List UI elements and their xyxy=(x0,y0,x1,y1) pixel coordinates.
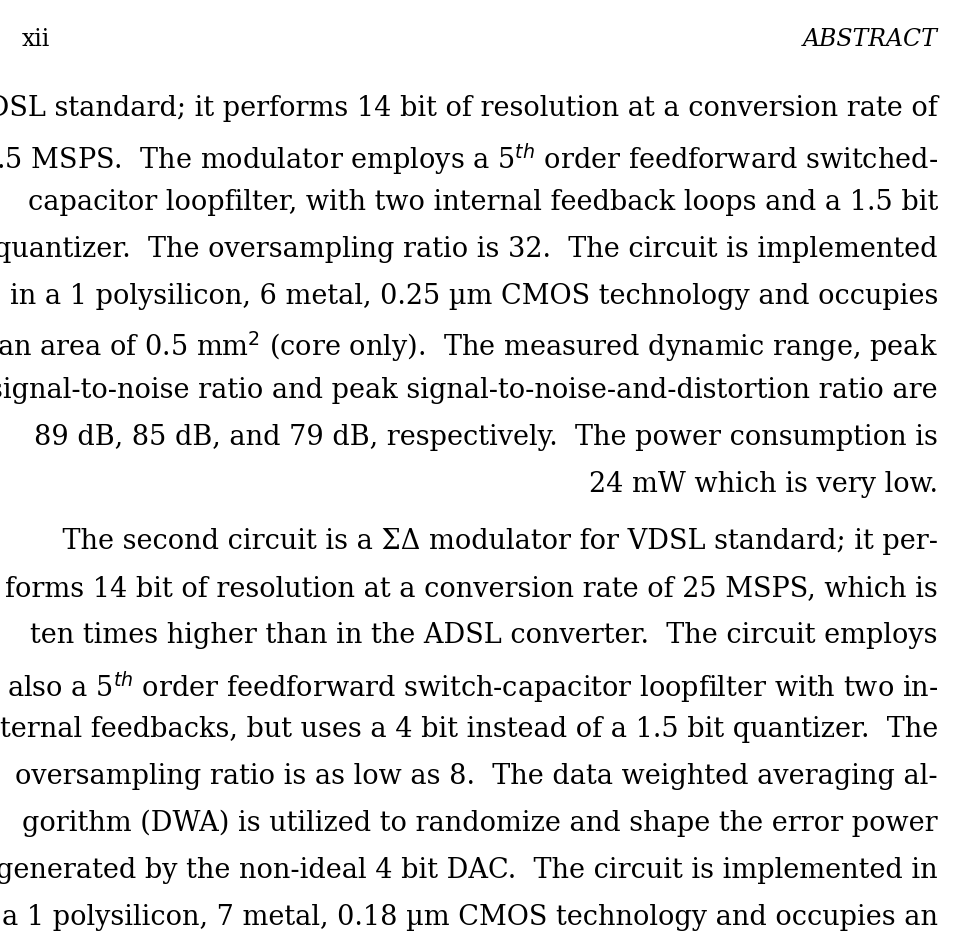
Text: ternal feedbacks, but uses a 4 bit instead of a 1.5 bit quantizer.  The: ternal feedbacks, but uses a 4 bit inste… xyxy=(0,716,938,743)
Text: a 1 polysilicon, 7 metal, 0.18 µm CMOS technology and occupies an: a 1 polysilicon, 7 metal, 0.18 µm CMOS t… xyxy=(2,904,938,931)
Text: quantizer.  The oversampling ratio is 32.  The circuit is implemented: quantizer. The oversampling ratio is 32.… xyxy=(0,236,938,263)
Text: ADSL standard; it performs 14 bit of resolution at a conversion rate of: ADSL standard; it performs 14 bit of res… xyxy=(0,95,938,122)
Text: ten times higher than in the ADSL converter.  The circuit employs: ten times higher than in the ADSL conver… xyxy=(31,622,938,649)
Text: 89 dB, 85 dB, and 79 dB, respectively.  The power consumption is: 89 dB, 85 dB, and 79 dB, respectively. T… xyxy=(35,424,938,451)
Text: The second circuit is a ΣΔ modulator for VDSL standard; it per-: The second circuit is a ΣΔ modulator for… xyxy=(28,528,938,555)
Text: oversampling ratio is as low as 8.  The data weighted averaging al-: oversampling ratio is as low as 8. The d… xyxy=(15,763,938,790)
Text: in a 1 polysilicon, 6 metal, 0.25 µm CMOS technology and occupies: in a 1 polysilicon, 6 metal, 0.25 µm CMO… xyxy=(10,283,938,310)
Text: signal-to-noise ratio and peak signal-to-noise-and-distortion ratio are: signal-to-noise ratio and peak signal-to… xyxy=(0,377,938,404)
Text: gorithm (DWA) is utilized to randomize and shape the error power: gorithm (DWA) is utilized to randomize a… xyxy=(22,810,938,838)
Text: generated by the non-ideal 4 bit DAC.  The circuit is implemented in: generated by the non-ideal 4 bit DAC. Th… xyxy=(0,857,938,884)
Text: also a 5$^{th}$ order feedforward switch-capacitor loopfilter with two in-: also a 5$^{th}$ order feedforward switch… xyxy=(7,669,938,705)
Text: xii: xii xyxy=(22,28,50,51)
Text: 24 mW which is very low.: 24 mW which is very low. xyxy=(589,471,938,498)
Text: ABSTRACT: ABSTRACT xyxy=(804,28,938,51)
Text: forms 14 bit of resolution at a conversion rate of 25 MSPS, which is: forms 14 bit of resolution at a conversi… xyxy=(5,575,938,602)
Text: an area of 0.5 mm$^2$ (core only).  The measured dynamic range, peak: an area of 0.5 mm$^2$ (core only). The m… xyxy=(0,330,938,364)
Text: capacitor loopfilter, with two internal feedback loops and a 1.5 bit: capacitor loopfilter, with two internal … xyxy=(28,189,938,216)
Text: 2.5 MSPS.  The modulator employs a 5$^{th}$ order feedforward switched-: 2.5 MSPS. The modulator employs a 5$^{th… xyxy=(0,142,938,178)
